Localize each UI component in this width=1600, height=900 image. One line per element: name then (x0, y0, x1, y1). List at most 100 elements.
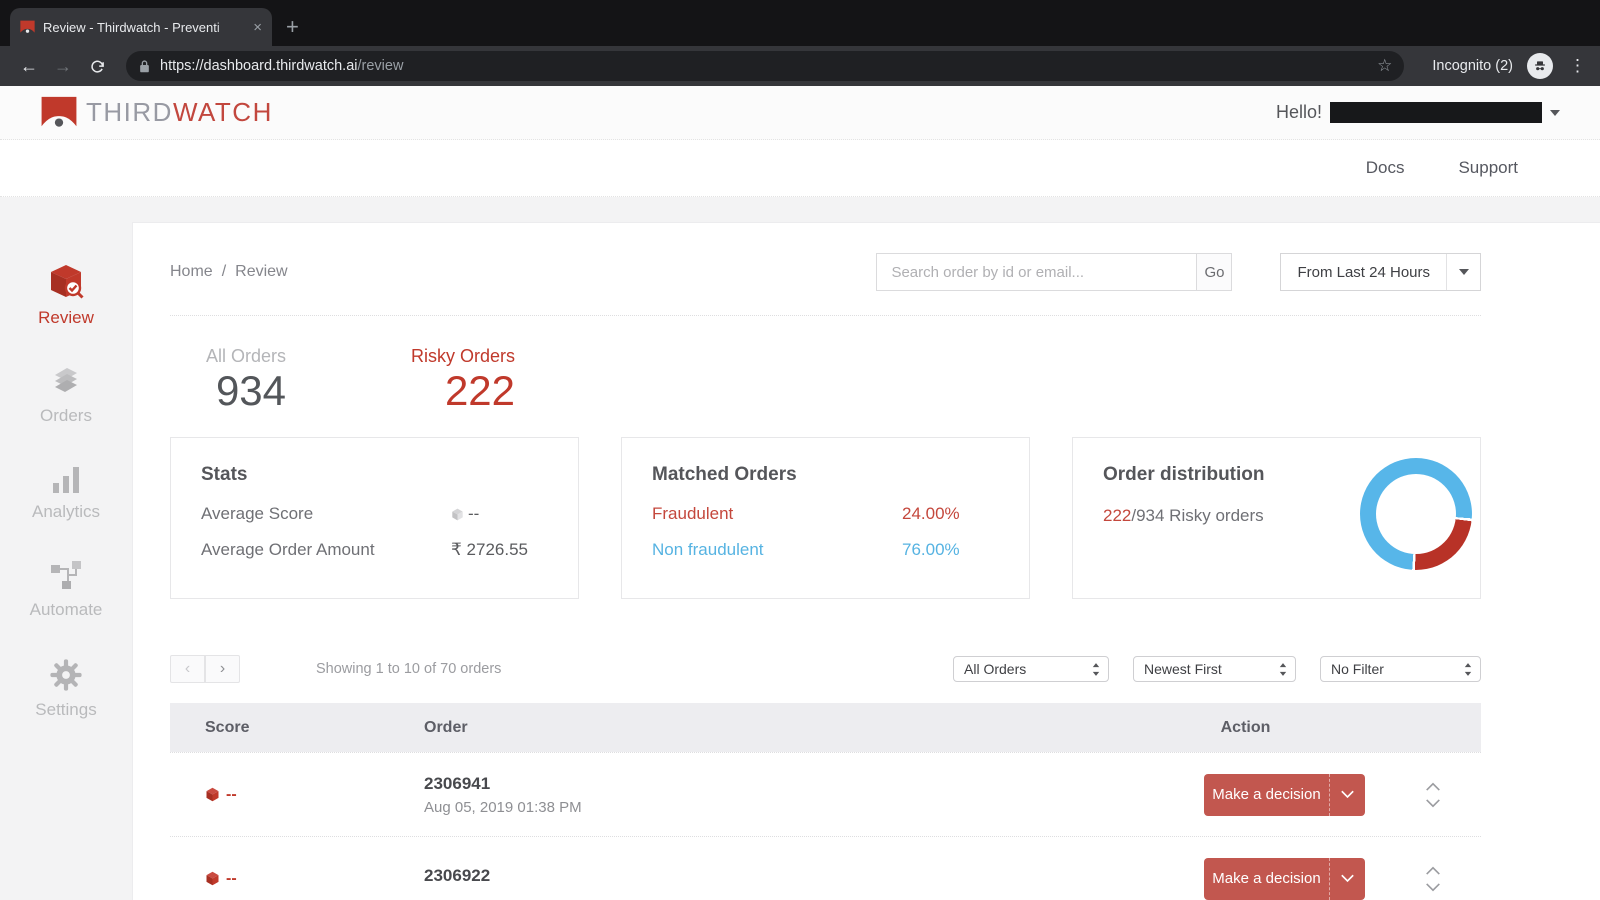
chevron-left-icon: ‹ (184, 660, 191, 678)
donut-hole (1376, 474, 1456, 555)
all-orders-label: All Orders (206, 346, 287, 366)
sidebar-item-settings[interactable]: Settings (35, 657, 97, 720)
order-search: Go (876, 253, 1233, 291)
url-text: https://dashboard.thirdwatch.ai/review (160, 58, 403, 74)
decision-caret-icon[interactable] (1329, 857, 1365, 900)
browser-tab-strip: Review - Thirdwatch - Preventi × + (0, 0, 1600, 46)
table-row: -- 2306922 Make a decision (170, 836, 1481, 900)
risky-count: 222 (1103, 506, 1132, 526)
orders-filter-select[interactable]: All Orders (953, 656, 1109, 683)
chevron-up-icon[interactable] (1425, 866, 1441, 875)
forward-icon[interactable]: → (54, 55, 72, 76)
chevron-down-icon[interactable] (1425, 799, 1441, 808)
address-bar[interactable]: https://dashboard.thirdwatch.ai/review ☆ (126, 51, 1405, 81)
back-icon[interactable]: ← (20, 55, 38, 76)
search-go-button[interactable]: Go (1196, 253, 1233, 291)
thirdwatch-logo[interactable]: THIRDWATCH (40, 96, 273, 129)
column-order: Order (424, 718, 468, 736)
make-decision-label: Make a decision (1212, 870, 1321, 888)
matched-orders-title: Matched Orders (652, 464, 797, 486)
account-caret-icon (1550, 109, 1560, 116)
stats-card-title: Stats (201, 464, 248, 486)
column-score: Score (205, 718, 250, 736)
chevron-right-icon: › (219, 660, 226, 678)
stat-cards: Stats Average Score -- (170, 437, 1481, 600)
breadcrumb-current[interactable]: Review (235, 263, 288, 280)
nonfraudulent-value: 76.00% (902, 540, 960, 560)
row-reorder-controls (1425, 782, 1441, 808)
list-controls: ‹ › Showing 1 to 10 of 70 orders All Ord… (170, 655, 1481, 684)
orders-filter-value: All Orders (964, 661, 1027, 678)
order-distribution-text: 222/934 Risky orders (1103, 506, 1450, 526)
fraudulent-value: 24.00% (902, 504, 960, 524)
breadcrumb: Home / Review (170, 263, 288, 281)
avg-amount-value: ₹ 2726.55 (451, 540, 528, 560)
select-arrows-icon (1464, 662, 1472, 676)
nav-support-link[interactable]: Support (1458, 158, 1518, 177)
account-menu[interactable]: Hello! (1276, 102, 1560, 123)
chevron-down-icon[interactable] (1425, 883, 1441, 892)
chevron-up-icon[interactable] (1425, 782, 1441, 791)
order-distribution-title: Order distribution (1103, 464, 1265, 486)
reload-icon[interactable] (82, 51, 112, 81)
url-path: /review (357, 58, 404, 74)
main-panel: Home / Review Go From Last 24 Hours (132, 222, 1600, 900)
breadcrumb-separator: / (221, 263, 227, 280)
app-header: THIRDWATCH Hello! (0, 86, 1600, 140)
analytics-bars-icon (53, 467, 79, 493)
avg-score-label: Average Score (201, 504, 314, 524)
make-decision-button[interactable]: Make a decision (1204, 857, 1365, 900)
order-distribution-donut (1360, 458, 1472, 571)
account-name-redacted (1330, 102, 1542, 123)
column-action: Action (1220, 718, 1271, 736)
nonfraudulent-label: Non fraudulent (652, 540, 764, 560)
tab-title: Review - Thirdwatch - Preventi (43, 19, 220, 35)
risky-orders-label: Risky Orders (411, 346, 516, 366)
browser-menu-icon[interactable]: ⋮ (1569, 56, 1586, 75)
avg-score-value: -- (451, 504, 479, 524)
decision-caret-icon[interactable] (1329, 773, 1365, 816)
prev-page-button[interactable]: ‹ (170, 655, 205, 684)
sidebar-item-analytics[interactable]: Analytics (32, 463, 100, 522)
thirdwatch-favicon (20, 20, 35, 33)
incognito-avatar-icon[interactable] (1527, 53, 1553, 79)
nav-docs-link[interactable]: Docs (1365, 158, 1405, 177)
showing-count-text: Showing 1 to 10 of 70 orders (316, 661, 502, 678)
sidebar-item-orders[interactable]: Orders (40, 365, 92, 426)
time-range-value: From Last 24 Hours (1297, 263, 1430, 281)
time-range-dropdown[interactable]: From Last 24 Hours (1280, 253, 1481, 291)
settings-gear-icon (50, 659, 82, 691)
browser-toolbar: ← → https://dashboard.thirdwatch.ai/revi… (0, 46, 1600, 86)
score-value: -- (226, 785, 237, 803)
score-cube-icon (452, 508, 463, 521)
table-header: Score Order Action (170, 703, 1481, 753)
make-decision-label: Make a decision (1212, 786, 1321, 804)
automate-flow-icon (50, 561, 81, 589)
order-distribution-card: Order distribution 222/934 Risky orders (1072, 437, 1481, 600)
next-page-button[interactable]: › (205, 655, 240, 684)
score-cube-icon (206, 788, 219, 802)
sidebar-label-orders: Orders (40, 406, 92, 425)
risky-orders-value: 222 (444, 367, 516, 414)
new-tab-button[interactable]: + (286, 14, 299, 39)
avg-amount-label: Average Order Amount (201, 540, 375, 560)
sidebar-label-automate: Automate (29, 600, 103, 619)
order-date: Aug 05, 2019 01:38 PM (424, 798, 582, 816)
sidebar-item-review[interactable]: Review (38, 263, 94, 328)
order-id: 2306922 (424, 866, 491, 886)
search-input[interactable] (876, 253, 1197, 291)
orders-table: Score Order Action -- (170, 703, 1481, 900)
panel-header: Home / Review Go From Last 24 Hours (170, 223, 1481, 316)
row-reorder-controls (1425, 866, 1441, 892)
make-decision-button[interactable]: Make a decision (1204, 773, 1365, 816)
browser-tab[interactable]: Review - Thirdwatch - Preventi × (10, 8, 272, 46)
tab-close-icon[interactable]: × (253, 18, 262, 36)
select-arrows-icon (1279, 662, 1287, 676)
sidebar-item-automate[interactable]: Automate (29, 559, 103, 620)
bookmark-star-icon[interactable]: ☆ (1377, 56, 1393, 75)
incognito-label: Incognito (2) (1432, 58, 1513, 74)
sort-order-select[interactable]: Newest First (1133, 656, 1296, 683)
all-orders-count: All Orders 934 (206, 346, 286, 415)
extra-filter-select[interactable]: No Filter (1320, 656, 1481, 683)
breadcrumb-home[interactable]: Home (170, 263, 213, 280)
